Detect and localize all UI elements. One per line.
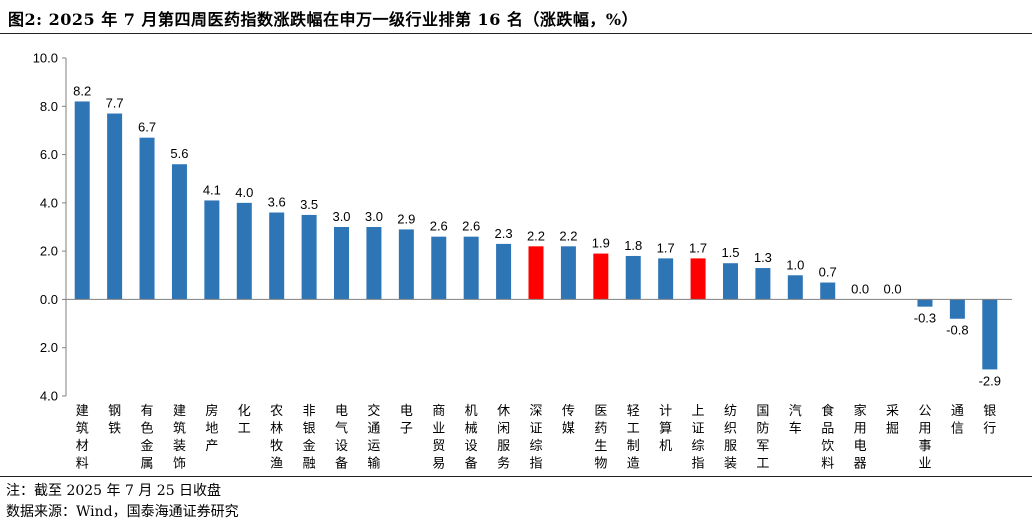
bar	[334, 227, 350, 300]
bar	[722, 263, 738, 300]
bar	[301, 214, 317, 300]
x-tick-label: 医药生物	[594, 404, 607, 472]
y-tick-label: 8.0	[40, 99, 58, 114]
data-label: -2.9	[979, 373, 1001, 388]
data-label: 2.9	[397, 211, 415, 226]
bar	[755, 268, 771, 300]
bar	[269, 212, 285, 300]
data-label: 1.9	[592, 236, 610, 251]
x-tick-label: 建筑装饰	[173, 404, 186, 472]
data-label: 3.6	[268, 195, 286, 210]
data-label: 1.8	[624, 238, 642, 253]
bar	[496, 243, 512, 300]
x-tick-label: 上证综指	[692, 404, 705, 472]
y-tick-label: 10.0	[33, 51, 58, 66]
y-tick-label: 6.0	[40, 147, 58, 162]
x-tick-label: 机械设备	[465, 404, 478, 472]
bar	[366, 227, 382, 300]
data-label: 2.2	[559, 228, 577, 243]
bar	[171, 164, 187, 300]
bottom-rule	[0, 476, 1032, 477]
bar	[528, 246, 544, 300]
bar	[431, 236, 447, 300]
y-tick-label: 2.0	[40, 244, 58, 259]
data-label: 2.3	[495, 226, 513, 241]
data-label: 3.5	[300, 197, 318, 212]
data-label: -0.8	[946, 323, 968, 338]
x-tick-label: 化工	[238, 404, 251, 437]
y-tick-label: 4.0	[40, 389, 58, 404]
data-source: 数据来源：Wind，国泰海通证券研究	[6, 504, 239, 520]
data-label: 3.0	[332, 209, 350, 224]
data-label: 6.7	[138, 120, 156, 135]
y-tick-label: 0.0	[40, 292, 58, 307]
x-tick-label: 轻工制造	[627, 404, 640, 472]
chart-note: 注：截至 2025 年 7 月 25 日收盘	[6, 483, 222, 499]
bar	[463, 236, 479, 300]
x-tick-label: 非银金融	[303, 404, 316, 472]
bar	[236, 202, 252, 300]
x-tick-label: 国防军工	[756, 404, 769, 472]
x-tick-label: 家用电器	[854, 403, 867, 472]
x-tick-label: 商业贸易	[432, 404, 445, 472]
bar	[787, 275, 803, 300]
data-label: 1.3	[754, 250, 772, 265]
data-label: 5.6	[170, 146, 188, 161]
bar	[560, 246, 576, 300]
top-rule	[0, 33, 1032, 34]
bar	[204, 200, 220, 300]
bar	[398, 229, 414, 300]
data-label: 7.7	[106, 96, 124, 111]
data-label: 8.2	[73, 83, 91, 98]
data-label: 4.0	[235, 185, 253, 200]
x-tick-label: 房地产	[205, 403, 218, 454]
x-tick-label: 食品饮料	[821, 403, 834, 472]
data-label: 2.2	[527, 228, 545, 243]
bar	[690, 258, 706, 300]
chart-title: 图2: 2025 年 7 月第四周医药指数涨跌幅在申万一级行业排第 16 名（涨…	[8, 10, 639, 29]
x-tick-label: 深证综指	[529, 404, 542, 472]
x-tick-label: 电气设备	[335, 404, 348, 472]
bar-chart: 10.0 8.0 6.0 4.0 2.0 0.0 2.0 4.0 8.2 建筑材料 7.7 钢铁 6.7…	[33, 51, 1012, 472]
x-tick-label: 公用事业	[918, 404, 931, 472]
data-label: 1.0	[786, 257, 804, 272]
x-tick-label: 有色金属	[141, 404, 154, 472]
bar	[658, 258, 674, 300]
x-tick-label: 银行	[983, 404, 996, 437]
bar	[917, 299, 933, 307]
bar	[593, 253, 609, 300]
x-tick-label: 纺织服装	[724, 404, 737, 472]
x-tick-label: 通信	[951, 404, 964, 437]
data-label: 0.0	[884, 281, 902, 296]
bar	[982, 299, 998, 370]
data-label: 4.1	[203, 182, 221, 197]
data-label: -0.3	[914, 311, 936, 326]
y-tick-label: 4.0	[40, 195, 58, 210]
data-label: 1.5	[721, 245, 739, 260]
data-label: 2.6	[462, 219, 480, 234]
bar	[949, 299, 965, 319]
x-tick-label: 汽车	[789, 404, 802, 437]
bar	[74, 101, 90, 300]
x-tick-label: 计算机	[659, 404, 672, 454]
x-tick-label: 电子	[400, 404, 413, 437]
bar	[107, 113, 123, 300]
x-tick-label: 休闲服务	[497, 404, 510, 472]
data-label: 2.6	[430, 219, 448, 234]
x-tick-label: 农林牧渔	[270, 404, 283, 472]
x-tick-label: 钢铁	[108, 404, 121, 437]
bar	[820, 282, 836, 300]
x-tick-label: 传媒	[562, 404, 575, 437]
x-tick-label: 采掘	[886, 404, 899, 437]
data-label: 0.7	[819, 265, 837, 280]
data-label: 0.0	[851, 281, 869, 296]
x-tick-label: 交通运输	[367, 403, 380, 472]
data-label: 1.7	[657, 240, 675, 255]
x-tick-label: 建筑材料	[76, 404, 89, 472]
data-label: 3.0	[365, 209, 383, 224]
y-tick-label: 2.0	[40, 340, 58, 355]
bar	[625, 255, 641, 300]
bar	[139, 137, 155, 300]
data-label: 1.7	[689, 240, 707, 255]
